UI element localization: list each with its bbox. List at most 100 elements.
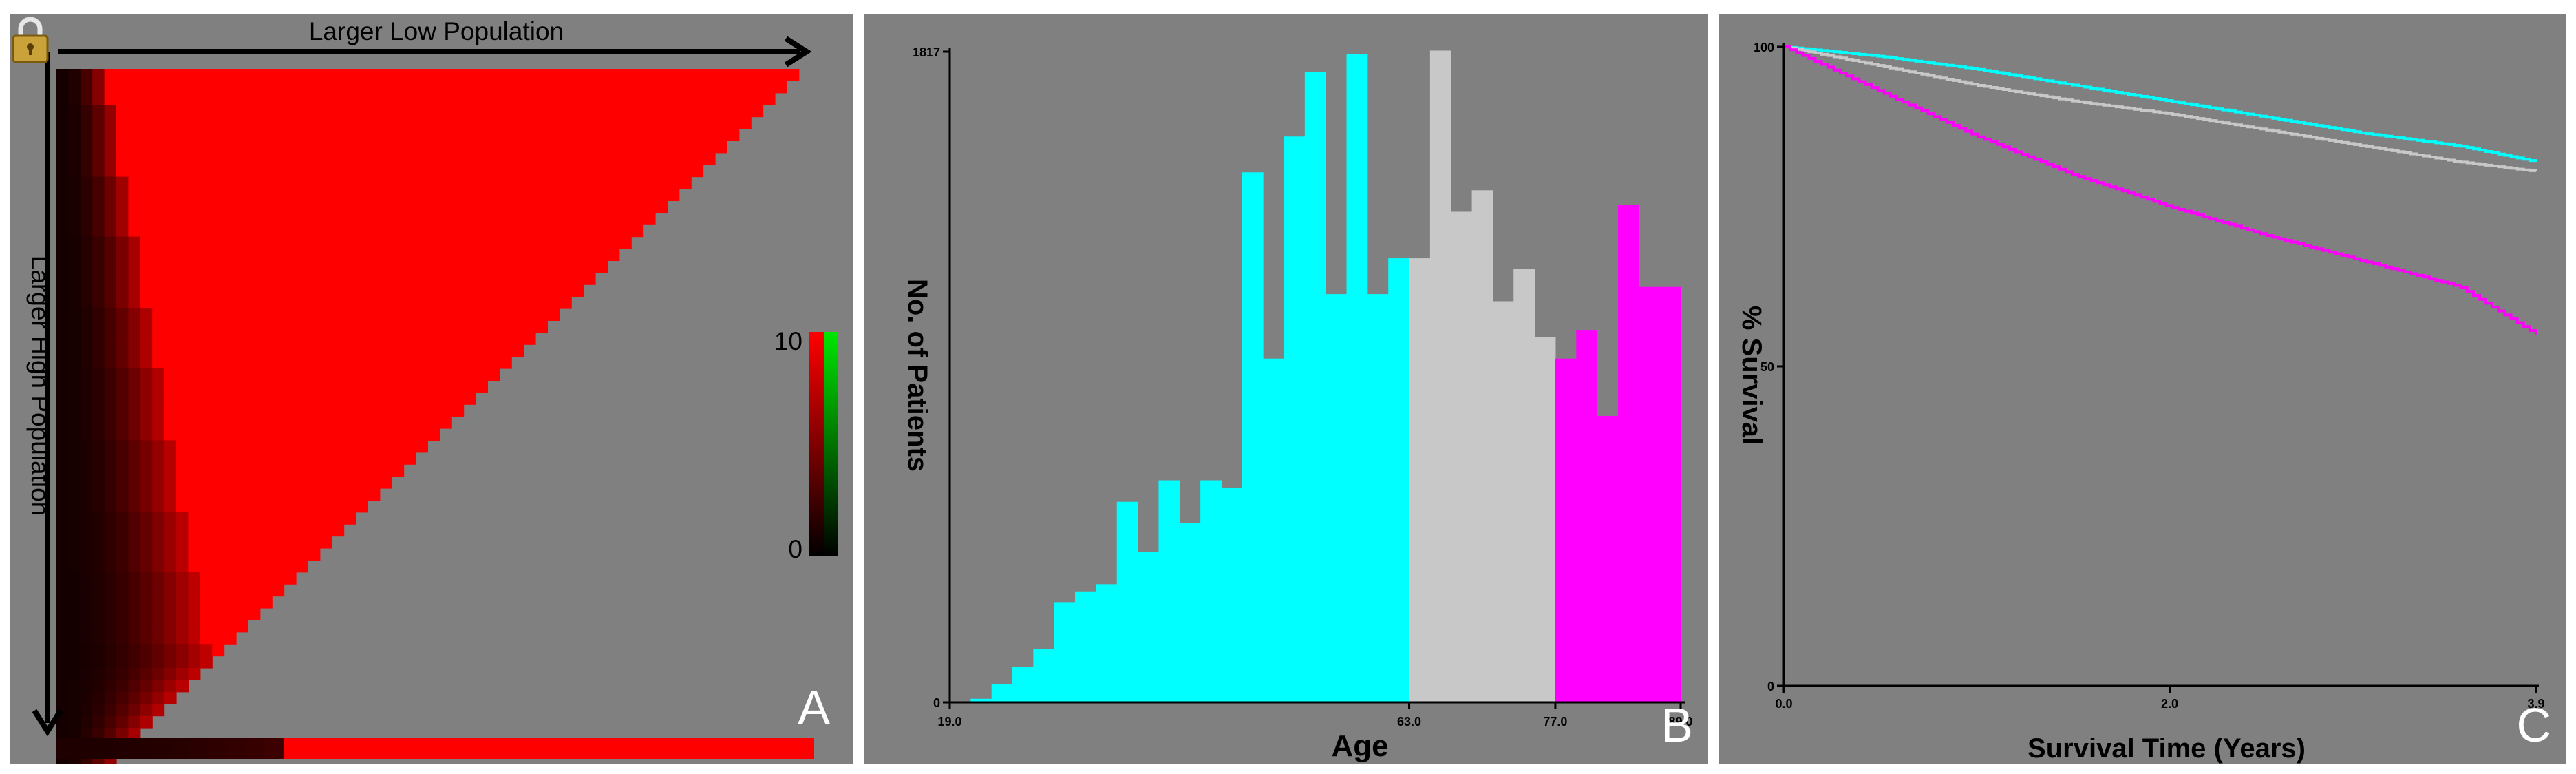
heatmap-cell — [200, 464, 213, 477]
heatmap-cell — [547, 81, 560, 94]
heatmap-cell — [416, 428, 428, 441]
heatmap-cell — [319, 392, 332, 405]
y-tick-label: 0 — [1767, 680, 1774, 693]
heatmap-cell — [128, 212, 141, 225]
heatmap-cell — [224, 392, 237, 405]
heatmap-cell — [68, 105, 81, 118]
heatmap-cell — [116, 392, 129, 405]
top-arrow-head-icon — [784, 36, 812, 67]
heatmap-cell — [140, 320, 153, 333]
heatmap-cell — [343, 189, 356, 201]
heatmap-cell — [284, 236, 297, 249]
heatmap-cell — [92, 260, 105, 273]
heatmap-cell — [332, 260, 345, 273]
heatmap-cell — [116, 608, 129, 620]
heatmap-cell — [140, 152, 153, 165]
heatmap-cell — [176, 249, 189, 261]
heatmap-cell — [451, 212, 465, 225]
heatmap-cell — [56, 284, 69, 297]
heatmap-cell — [499, 284, 512, 297]
heatmap-cell — [140, 620, 153, 633]
heatmap-cell — [128, 656, 141, 669]
heatmap-cell — [212, 500, 225, 513]
heatmap-cell — [284, 152, 297, 165]
heatmap-cell — [68, 129, 81, 141]
heatmap-cell — [188, 584, 201, 597]
heatmap-cell — [116, 105, 129, 118]
survival-curve — [1784, 45, 2537, 163]
heatmap-cell — [152, 165, 165, 178]
heatmap-cell — [116, 668, 129, 680]
heatmap-cell — [128, 440, 141, 453]
heatmap-cell — [56, 189, 69, 201]
heatmap-cell — [427, 152, 440, 165]
heatmap-cell — [68, 524, 81, 537]
heatmap-cell — [104, 392, 117, 405]
heatmap-cell — [212, 512, 225, 525]
heatmap-cell — [607, 152, 620, 165]
heatmap-cell — [379, 212, 392, 225]
heatmap-cell — [236, 308, 248, 321]
heatmap-cell — [176, 416, 189, 429]
heatmap-cell — [607, 212, 620, 225]
heatmap-cell — [571, 260, 584, 273]
heatmap-cell — [176, 368, 189, 381]
heatmap-cell — [116, 440, 129, 453]
heatmap-cell — [595, 249, 608, 261]
heatmap-cell — [56, 656, 69, 669]
heatmap-cell — [200, 488, 213, 501]
heatmap-cell — [92, 200, 105, 213]
heatmap-cell — [248, 464, 261, 477]
heatmap-cell — [80, 344, 93, 357]
heatmap-cell — [152, 691, 165, 704]
heatmap-cell — [80, 308, 93, 321]
heatmap-cell — [296, 524, 308, 537]
heatmap-cell — [224, 404, 237, 417]
heatmap-cell — [56, 728, 69, 740]
heatmap-cell — [128, 428, 141, 441]
heatmap-cell — [188, 69, 201, 81]
heatmap-cell — [92, 165, 105, 178]
heatmap-cell — [80, 92, 93, 105]
heatmap-cell — [259, 596, 273, 609]
heatmap-cell — [92, 392, 105, 405]
heatmap-cell — [200, 105, 213, 118]
heatmap-cell — [368, 488, 381, 501]
heatmap-cell — [140, 704, 153, 717]
padlock-icon[interactable] — [10, 14, 51, 65]
heatmap-cell — [403, 105, 416, 118]
heatmap-cell — [631, 116, 644, 129]
heatmap-cell — [92, 464, 105, 477]
heatmap-cell — [80, 524, 93, 537]
heatmap-cell — [595, 224, 608, 238]
heatmap-cell — [368, 440, 381, 453]
heatmap-cell — [272, 356, 285, 369]
heatmap-cell — [164, 69, 177, 81]
heatmap-cell — [308, 320, 321, 333]
heatmap-cell — [248, 488, 261, 501]
heatmap-cell — [343, 512, 356, 525]
heatmap-cell — [248, 189, 261, 201]
heatmap-cell — [236, 140, 248, 154]
heatmap-cell — [212, 368, 225, 381]
heatmap-cell — [451, 272, 465, 285]
heatmap-cell — [128, 308, 141, 321]
heatmap-cell — [164, 200, 177, 213]
heatmap-cell — [212, 488, 225, 501]
heatmap-cell — [140, 296, 153, 309]
heatmap-cell — [332, 452, 345, 465]
heatmap-cell — [403, 69, 416, 81]
heatmap-cell — [104, 296, 117, 309]
heatmap-cell — [559, 105, 572, 118]
heatmap-cell — [176, 81, 189, 94]
heatmap-cell — [499, 212, 512, 225]
heatmap-cell — [392, 81, 405, 94]
heatmap-cell — [368, 129, 381, 141]
heatmap-cell — [308, 165, 321, 178]
heatmap-cell — [308, 392, 321, 405]
heatmap-cell — [667, 105, 680, 118]
heatmap-cell — [451, 308, 465, 321]
heatmap-cell — [128, 249, 141, 261]
heatmap-cell — [56, 476, 69, 489]
heatmap-cell — [200, 500, 213, 513]
